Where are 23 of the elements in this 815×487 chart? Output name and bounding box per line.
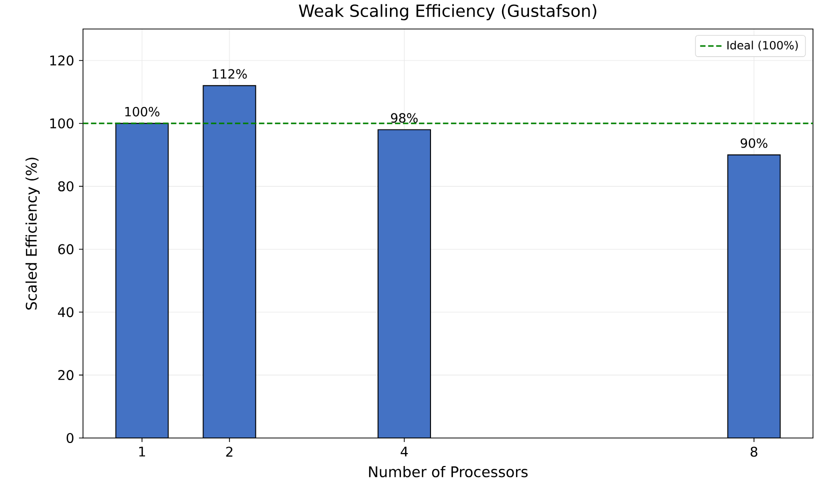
y-tick-label: 60 xyxy=(58,244,74,254)
x-axis-title: Number of Processors xyxy=(369,466,528,478)
y-tick-label: 0 xyxy=(66,432,74,444)
data-label: 98% xyxy=(391,113,418,123)
bar xyxy=(115,122,169,438)
bar xyxy=(378,129,431,438)
bar xyxy=(727,154,781,438)
bar xyxy=(202,85,256,438)
y-tick-label: 80 xyxy=(58,181,74,192)
data-label: 90% xyxy=(740,138,768,148)
x-tick-label: 2 xyxy=(226,446,232,457)
data-label: 112% xyxy=(212,69,247,79)
x-tick-label: 8 xyxy=(750,446,758,457)
y-tick-label: 100 xyxy=(50,118,74,128)
y-tick-label: 40 xyxy=(58,307,74,318)
x-tick-label: 4 xyxy=(400,446,408,456)
x-tick-label: 1 xyxy=(139,446,146,456)
y-tick-label: 20 xyxy=(58,370,74,380)
data-label: 100% xyxy=(125,106,160,116)
legend-label: Ideal (100%) xyxy=(727,40,798,51)
y-axis-title: Scaled Efficiency (%) xyxy=(25,158,40,310)
y-tick-label: 120 xyxy=(50,55,74,66)
chart-title: Weak Scaling Efficiency (Gustafson) xyxy=(298,4,596,20)
